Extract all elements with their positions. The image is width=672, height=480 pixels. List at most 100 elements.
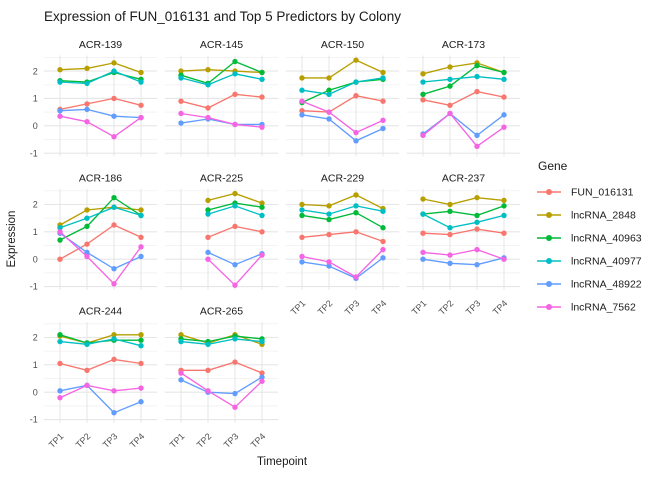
series-line: [59, 358, 142, 372]
data-point: [57, 360, 63, 367]
data-point: [205, 105, 211, 111]
data-point: [138, 244, 144, 250]
legend-key-point: [546, 304, 552, 310]
data-point: [178, 332, 184, 338]
x-tick-label: TP2: [195, 431, 214, 450]
data-point: [205, 82, 211, 88]
data-point: [474, 88, 480, 95]
data-point: [259, 124, 265, 130]
data-point: [138, 360, 144, 367]
y-axis-title: Expression: [6, 211, 18, 268]
data-point: [326, 203, 332, 209]
series-line: [422, 213, 505, 229]
data-point: [232, 223, 238, 230]
data-point: [259, 338, 265, 345]
data-point: [299, 112, 305, 118]
series-line: [422, 197, 505, 206]
series-line: [422, 112, 505, 137]
data-point: [353, 229, 359, 235]
data-point: [299, 98, 305, 104]
data-point: [232, 121, 238, 128]
data-point: [232, 261, 238, 268]
series-line: [180, 335, 263, 343]
series-line: [422, 75, 505, 83]
x-tick-label: TP1: [168, 431, 187, 450]
x-tick-label: TP3: [101, 431, 120, 450]
data-point: [111, 356, 117, 363]
data-point: [111, 281, 117, 287]
data-point: [111, 388, 117, 394]
facet-title: ACR-225: [200, 173, 243, 185]
series-line: [301, 194, 384, 210]
data-point: [84, 249, 90, 256]
data-point: [178, 75, 184, 81]
x-tick-label: TP4: [249, 431, 268, 450]
series-line: [59, 384, 142, 414]
data-point: [447, 252, 453, 258]
y-tick-label: 2: [33, 333, 38, 343]
data-point: [326, 109, 332, 115]
data-point: [111, 113, 117, 119]
series-line: [301, 205, 384, 215]
data-point: [380, 69, 386, 76]
data-point: [353, 192, 359, 198]
data-point: [84, 80, 90, 87]
series-line: [301, 114, 384, 142]
data-point: [138, 337, 144, 343]
data-point: [232, 336, 238, 342]
data-point: [380, 208, 386, 215]
series-line: [301, 257, 384, 280]
data-point: [420, 91, 426, 98]
data-point: [353, 138, 359, 144]
legend-key-point: [546, 235, 552, 241]
data-point: [259, 200, 265, 206]
data-point: [138, 342, 144, 349]
y-tick-label: 1: [33, 360, 38, 370]
data-point: [447, 260, 453, 266]
legend-title: Gene: [538, 159, 568, 173]
data-point: [232, 58, 238, 65]
data-point: [232, 190, 238, 197]
x-tick-label: TP2: [437, 298, 456, 317]
data-point: [111, 204, 117, 210]
data-point: [205, 249, 211, 256]
series-line: [301, 231, 384, 243]
series-line: [422, 228, 505, 236]
data-point: [380, 125, 386, 132]
data-point: [299, 108, 305, 114]
data-point: [232, 359, 238, 365]
data-point: [474, 261, 480, 268]
x-axis-title: Timepoint: [257, 456, 308, 468]
data-point: [447, 208, 453, 215]
data-point: [138, 332, 144, 338]
data-point: [380, 238, 386, 245]
y-tick-label: -1: [30, 148, 38, 158]
facet-title: ACR-150: [321, 39, 364, 51]
data-point: [420, 196, 426, 202]
data-point: [299, 259, 305, 265]
data-point: [474, 143, 480, 150]
data-point: [84, 253, 90, 260]
data-point: [420, 97, 426, 103]
series-line: [301, 94, 384, 113]
series-line: [59, 70, 142, 85]
data-point: [57, 256, 63, 262]
data-point: [326, 231, 332, 238]
x-tick-label: TP1: [289, 298, 308, 317]
legend-key-point: [546, 281, 552, 287]
data-point: [84, 223, 90, 230]
data-point: [178, 377, 184, 383]
facet-title: ACR-244: [79, 306, 122, 318]
data-point: [232, 91, 238, 98]
series-line: [59, 338, 142, 347]
data-point: [259, 374, 265, 380]
data-point: [259, 229, 265, 235]
data-point: [57, 338, 63, 345]
data-point: [447, 231, 453, 238]
data-point: [447, 201, 453, 208]
data-point: [420, 249, 426, 256]
data-point: [501, 230, 507, 236]
legend-label: FUN_016131: [571, 187, 634, 199]
data-point: [232, 203, 238, 209]
